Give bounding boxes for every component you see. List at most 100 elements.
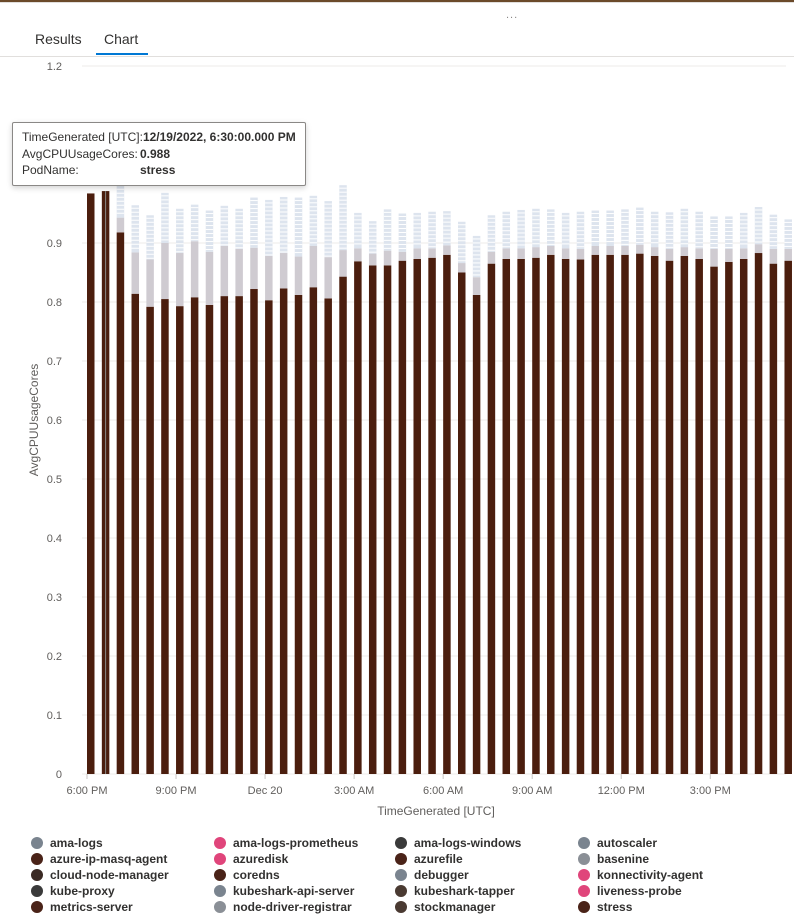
bar-segment-other-pods[interactable] xyxy=(739,248,748,259)
bar-stress[interactable] xyxy=(383,265,392,774)
bar-stress[interactable] xyxy=(576,259,585,774)
bar-segment-system-pods[interactable] xyxy=(324,201,332,258)
bar-segment-other-pods[interactable] xyxy=(235,248,243,297)
bar-stress[interactable] xyxy=(205,304,214,774)
bar-stress[interactable] xyxy=(368,265,377,774)
bar-stress[interactable] xyxy=(458,272,466,775)
bar-segment-other-pods[interactable] xyxy=(250,247,258,290)
bar-segment-other-pods[interactable] xyxy=(502,248,511,259)
bar-stress[interactable] xyxy=(725,261,733,774)
bar-stress[interactable] xyxy=(517,258,525,774)
bar-segment-system-pods[interactable] xyxy=(146,215,154,260)
bar-stress[interactable] xyxy=(87,193,95,774)
bar-stress[interactable] xyxy=(561,258,570,774)
bar-segment-system-pods[interactable] xyxy=(116,182,125,218)
bar-segment-other-pods[interactable] xyxy=(398,251,407,261)
bar-segment-other-pods[interactable] xyxy=(547,245,555,255)
bar-stress[interactable] xyxy=(220,296,229,774)
bar-stress[interactable] xyxy=(710,266,718,774)
bar-segment-system-pods[interactable] xyxy=(161,192,169,243)
bar-stress[interactable] xyxy=(472,294,481,774)
bar-stress[interactable] xyxy=(636,253,644,774)
bar-stress[interactable] xyxy=(190,297,199,774)
bar-segment-other-pods[interactable] xyxy=(383,250,392,266)
bar-segment-other-pods[interactable] xyxy=(309,245,318,288)
bar-segment-other-pods[interactable] xyxy=(146,259,154,307)
bar-segment-other-pods[interactable] xyxy=(754,244,763,254)
bar-stress[interactable] xyxy=(754,253,763,774)
bar-segment-system-pods[interactable] xyxy=(383,209,392,251)
bar-stress[interactable] xyxy=(428,257,436,774)
bar-segment-system-pods[interactable] xyxy=(250,197,258,248)
bar-segment-other-pods[interactable] xyxy=(205,251,214,305)
bar-stress[interactable] xyxy=(354,261,362,774)
bar-segment-other-pods[interactable] xyxy=(725,248,733,262)
bar-segment-other-pods[interactable] xyxy=(695,248,703,259)
bar-stress[interactable] xyxy=(621,254,629,775)
bar-segment-system-pods[interactable] xyxy=(205,210,214,252)
bar-segment-other-pods[interactable] xyxy=(576,248,585,260)
bar-segment-system-pods[interactable] xyxy=(621,209,629,246)
bar-segment-system-pods[interactable] xyxy=(279,196,288,254)
bar-segment-other-pods[interactable] xyxy=(680,247,689,256)
bar-segment-system-pods[interactable] xyxy=(487,215,496,252)
bar-stress[interactable] xyxy=(680,255,689,775)
bar-segment-other-pods[interactable] xyxy=(368,253,377,266)
bar-segment-system-pods[interactable] xyxy=(650,211,659,248)
bar-segment-system-pods[interactable] xyxy=(502,211,511,249)
bar-stress[interactable] xyxy=(176,306,184,774)
bar-stress[interactable] xyxy=(250,289,258,774)
bar-segment-other-pods[interactable] xyxy=(116,217,125,233)
bar-stress[interactable] xyxy=(161,299,169,774)
bar-segment-other-pods[interactable] xyxy=(443,245,451,255)
bar-stress[interactable] xyxy=(279,288,288,774)
bar-segment-other-pods[interactable] xyxy=(265,255,273,301)
bar-stress[interactable] xyxy=(784,260,792,774)
bar-segment-system-pods[interactable] xyxy=(309,195,318,246)
bar-segment-system-pods[interactable] xyxy=(354,212,362,249)
bar-stress[interactable] xyxy=(547,254,555,775)
bar-segment-other-pods[interactable] xyxy=(220,245,229,297)
bar-stress[interactable] xyxy=(650,255,659,775)
bar-stress[interactable] xyxy=(309,287,318,774)
bar-segment-system-pods[interactable] xyxy=(695,211,703,249)
bar-segment-other-pods[interactable] xyxy=(279,253,288,289)
bar-stress[interactable] xyxy=(739,258,748,774)
bar-segment-system-pods[interactable] xyxy=(413,212,421,249)
bar-segment-other-pods[interactable] xyxy=(591,245,600,255)
bar-stress[interactable] xyxy=(532,257,540,774)
tab-chart[interactable]: Chart xyxy=(104,31,139,47)
bar-segment-system-pods[interactable] xyxy=(131,205,140,253)
bar-segment-system-pods[interactable] xyxy=(725,216,733,249)
bar-segment-other-pods[interactable] xyxy=(428,248,436,258)
bar-segment-other-pods[interactable] xyxy=(606,245,614,255)
bar-segment-other-pods[interactable] xyxy=(161,243,169,300)
bar-segment-other-pods[interactable] xyxy=(131,252,140,294)
bar-segment-system-pods[interactable] xyxy=(235,208,243,249)
bar-segment-other-pods[interactable] xyxy=(636,244,644,254)
bar-stress[interactable] xyxy=(413,258,421,774)
bar-stress[interactable] xyxy=(769,263,778,774)
bar-segment-other-pods[interactable] xyxy=(532,247,540,258)
bar-segment-other-pods[interactable] xyxy=(561,248,570,259)
bar-segment-other-pods[interactable] xyxy=(354,248,362,262)
bar-segment-other-pods[interactable] xyxy=(621,245,629,255)
bar-segment-system-pods[interactable] xyxy=(428,211,436,249)
bar-segment-system-pods[interactable] xyxy=(294,197,303,257)
bar-segment-system-pods[interactable] xyxy=(547,209,555,246)
bar-segment-other-pods[interactable] xyxy=(784,248,792,261)
bar-segment-system-pods[interactable] xyxy=(190,204,199,242)
bar-stress[interactable] xyxy=(131,293,140,774)
bar-stress[interactable] xyxy=(487,263,496,774)
bar-segment-other-pods[interactable] xyxy=(487,251,496,264)
bar-segment-system-pods[interactable] xyxy=(710,216,718,249)
bar-segment-other-pods[interactable] xyxy=(339,250,347,277)
bar-segment-other-pods[interactable] xyxy=(458,263,466,273)
bar-stress[interactable] xyxy=(146,306,154,774)
bar-segment-system-pods[interactable] xyxy=(561,212,570,249)
bar-segment-system-pods[interactable] xyxy=(472,235,481,278)
resize-grip-icon[interactable]: ... xyxy=(506,9,519,21)
bar-segment-system-pods[interactable] xyxy=(769,214,778,249)
bar-stress[interactable] xyxy=(502,258,511,774)
bar-stress[interactable] xyxy=(398,260,407,774)
